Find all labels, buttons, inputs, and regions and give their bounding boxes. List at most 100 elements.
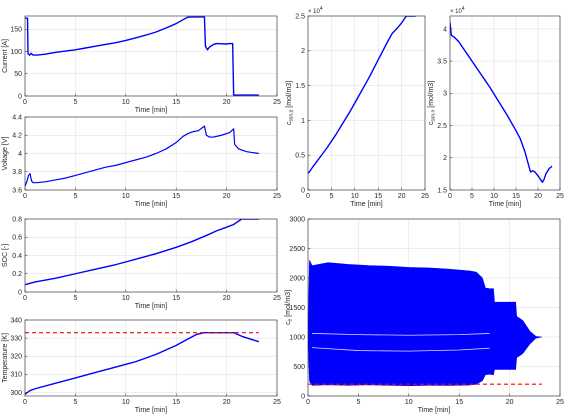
x-tick-label: 25 bbox=[273, 295, 281, 302]
x-axis-label: Time [min] bbox=[135, 201, 167, 208]
inner-profile-line bbox=[312, 347, 490, 352]
axes-frame bbox=[307, 15, 426, 191]
y-tick-label: 3.6 bbox=[12, 187, 22, 194]
x-tick-label: 25 bbox=[421, 193, 429, 200]
plot-area bbox=[25, 331, 260, 395]
x-tick-label: 20 bbox=[223, 193, 231, 200]
y-axis-label: Voltage [V] bbox=[2, 137, 9, 171]
plot-area bbox=[25, 16, 259, 96]
plot-area bbox=[450, 22, 553, 183]
plot-area bbox=[25, 219, 259, 286]
x-tick-label: 5 bbox=[470, 193, 474, 200]
x-tick-label: 15 bbox=[172, 99, 180, 106]
axes-frame bbox=[24, 319, 278, 397]
x-tick-label: 20 bbox=[223, 99, 231, 106]
x-tick-label: 25 bbox=[273, 193, 281, 200]
x-tick-label: 25 bbox=[273, 99, 281, 106]
plot-area bbox=[25, 125, 259, 187]
x-tick-label: 25 bbox=[556, 193, 564, 200]
y-tick-label: 0 bbox=[18, 289, 22, 296]
x-tick-label: 0 bbox=[23, 193, 27, 200]
x-axis-label: Time [min] bbox=[350, 201, 382, 208]
inner-profile-line bbox=[312, 333, 490, 336]
x-tick-label: 5 bbox=[73, 99, 77, 106]
x-tick-label: 20 bbox=[506, 399, 514, 406]
chart-c_s_surf_neg: 0 5 10 15 20 25 1.5 2 2.5 3 3.5 4 Time [min] cssn,n [… bbox=[428, 6, 564, 208]
series-line bbox=[25, 16, 259, 96]
y-tick-label: 330 bbox=[10, 335, 22, 342]
y-tick-label: 0.5 bbox=[295, 153, 305, 160]
y-tick-label: 2000 bbox=[289, 275, 305, 282]
y-tick-label: 4.2 bbox=[12, 133, 22, 140]
plot-area bbox=[308, 260, 542, 386]
x-tick-label: 0 bbox=[23, 99, 27, 106]
x-tick-label: 25 bbox=[273, 399, 281, 406]
y-tick-label: 1 bbox=[301, 118, 305, 125]
x-tick-label: 0 bbox=[23, 399, 27, 406]
x-tick-label: 20 bbox=[223, 295, 231, 302]
x-tick-label: 0 bbox=[306, 399, 310, 406]
y-tick-label: 300 bbox=[10, 390, 22, 397]
y-tick-label: 3.8 bbox=[12, 169, 22, 176]
x-tick-label: 10 bbox=[490, 193, 498, 200]
y-axis-label: SOC [-] bbox=[2, 244, 9, 267]
x-tick-label: 0 bbox=[306, 193, 310, 200]
plot-area bbox=[308, 16, 416, 174]
y-tick-label: 2 bbox=[301, 48, 305, 55]
x-axis-label: Time [min] bbox=[135, 107, 167, 114]
series-line bbox=[25, 219, 259, 286]
y-tick-label: 1500 bbox=[289, 305, 305, 312]
x-tick-label: 20 bbox=[398, 193, 406, 200]
x-tick-label: 20 bbox=[223, 399, 231, 406]
y-tick-label: 2.5 bbox=[295, 13, 305, 20]
x-axis-label: Time [min] bbox=[489, 201, 521, 208]
x-tick-label: 10 bbox=[122, 99, 130, 106]
chart-temperature: 0 5 10 15 20 25 300 310 320 330 340 Time [min] Tempe… bbox=[2, 317, 281, 414]
y-tick-label: 0.4 bbox=[12, 253, 22, 260]
x-tick-label: 25 bbox=[556, 399, 564, 406]
x-tick-label: 20 bbox=[534, 193, 542, 200]
x-tick-label: 0 bbox=[448, 193, 452, 200]
axes-frame bbox=[449, 15, 561, 191]
x-tick-label: 5 bbox=[73, 399, 77, 406]
y-tick-label: 2 bbox=[443, 155, 447, 162]
y-axis-label: cssn,n [mol/m3] bbox=[428, 81, 437, 125]
y-tick-label: 50 bbox=[14, 71, 22, 78]
x-tick-label: 15 bbox=[374, 193, 382, 200]
x-tick-label: 10 bbox=[122, 295, 130, 302]
y-tick-label: 2500 bbox=[289, 246, 305, 253]
y-tick-label: 4 bbox=[18, 151, 22, 158]
x-axis-label: Time [min] bbox=[418, 407, 450, 414]
chart-c_e: 0 5 10 15 20 25 0 500 1000 1500 2000 2500 3000 Time [… bbox=[285, 216, 564, 414]
x-axis-label: Time [min] bbox=[135, 407, 167, 414]
concentration-band bbox=[308, 260, 542, 386]
y-tick-label: 340 bbox=[10, 317, 22, 324]
y-tick-label: 150 bbox=[10, 27, 22, 34]
x-tick-label: 5 bbox=[356, 399, 360, 406]
series-line bbox=[25, 125, 259, 187]
chart-current: 0 5 10 15 20 25 0 50 100 150 Time [min] Current [A] bbox=[2, 15, 281, 114]
y-tick-label: 0 bbox=[18, 93, 22, 100]
y-tick-label: 100 bbox=[10, 49, 22, 56]
axes-frame bbox=[24, 15, 278, 97]
y-tick-label: 1000 bbox=[289, 334, 305, 341]
y-tick-label: 3.5 bbox=[437, 59, 447, 66]
y-tick-label: 2.5 bbox=[437, 123, 447, 130]
y-axis-label: ce [mol/m3] bbox=[285, 290, 294, 325]
x-tick-label: 15 bbox=[172, 399, 180, 406]
y-tick-label: 3 bbox=[443, 91, 447, 98]
y-tick-label: 1.5 bbox=[437, 187, 447, 194]
y-tick-label: 0.6 bbox=[12, 235, 22, 242]
x-tick-label: 5 bbox=[73, 193, 77, 200]
y-tick-label: 1.5 bbox=[295, 83, 305, 90]
y-tick-label: 500 bbox=[293, 364, 305, 371]
x-tick-label: 15 bbox=[455, 399, 463, 406]
y-tick-label: 320 bbox=[10, 354, 22, 361]
y-tick-label: 3000 bbox=[289, 216, 305, 223]
x-tick-label: 15 bbox=[512, 193, 520, 200]
y-tick-label: 4.4 bbox=[12, 114, 22, 121]
y-tick-label: 0.8 bbox=[12, 216, 22, 223]
y-tick-label: 310 bbox=[10, 372, 22, 379]
y-tick-label: 4 bbox=[443, 26, 447, 33]
